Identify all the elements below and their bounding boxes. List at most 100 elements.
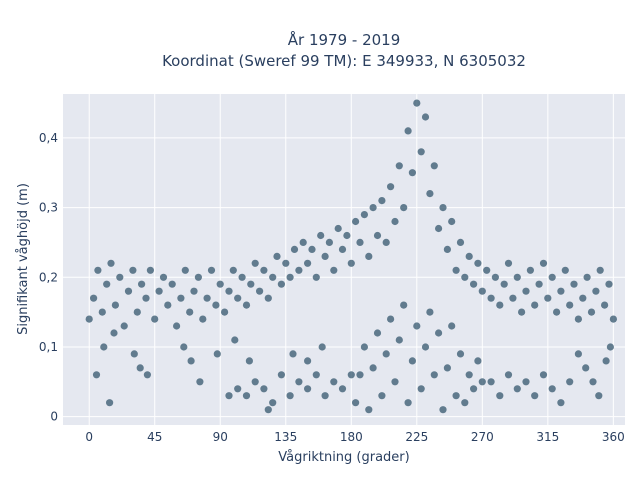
data-point: [522, 378, 530, 386]
data-point: [548, 385, 556, 393]
data-point: [544, 294, 552, 302]
y-tick-label: 0,1: [39, 340, 58, 354]
data-point: [168, 280, 176, 288]
data-point: [413, 322, 421, 330]
data-point: [356, 371, 364, 379]
data-point: [509, 294, 517, 302]
data-point: [312, 273, 320, 281]
x-tick-label: 135: [274, 430, 297, 444]
data-point: [400, 204, 408, 212]
data-point: [609, 315, 618, 323]
data-point: [212, 301, 220, 309]
y-tick-label: 0,4: [39, 131, 58, 145]
data-point: [330, 266, 338, 274]
data-point: [216, 280, 224, 288]
data-point: [247, 280, 255, 288]
x-tick-label: 225: [405, 430, 428, 444]
data-point: [496, 301, 504, 309]
data-point: [229, 266, 237, 274]
data-point: [98, 308, 106, 316]
data-point: [295, 378, 303, 386]
data-point: [587, 308, 596, 316]
data-point: [238, 273, 246, 281]
data-point: [373, 329, 382, 337]
data-point: [304, 385, 312, 393]
data-point: [504, 259, 513, 267]
data-point: [439, 406, 447, 414]
data-point: [421, 343, 430, 351]
data-point: [264, 406, 272, 414]
data-point: [574, 350, 583, 358]
data-point: [173, 322, 181, 330]
data-point: [583, 273, 591, 281]
data-point: [352, 399, 360, 407]
data-point: [330, 378, 338, 386]
data-point: [231, 336, 239, 344]
data-point: [435, 224, 443, 233]
data-point: [582, 364, 590, 372]
data-point: [181, 266, 189, 274]
data-point: [360, 343, 368, 351]
data-point: [526, 266, 535, 274]
data-point: [155, 287, 163, 295]
data-point: [470, 385, 478, 393]
data-point: [365, 252, 373, 260]
data-point: [602, 357, 610, 365]
plot-background: [63, 94, 625, 425]
chart-title-line-1: År 1979 - 2019: [288, 30, 401, 49]
data-point: [369, 364, 377, 372]
data-point: [465, 371, 473, 379]
data-point: [260, 266, 268, 274]
data-point: [592, 287, 600, 295]
data-point: [589, 378, 597, 386]
x-tick-label: 270: [471, 430, 494, 444]
data-point: [146, 266, 154, 274]
data-point: [470, 280, 478, 288]
data-point: [566, 301, 574, 309]
data-point: [421, 113, 430, 121]
data-point: [338, 385, 347, 393]
data-point: [553, 308, 561, 316]
data-point: [448, 217, 456, 226]
data-point: [601, 301, 609, 309]
data-point: [143, 371, 151, 379]
data-point: [504, 371, 513, 379]
data-point: [304, 259, 312, 267]
data-point: [106, 399, 114, 407]
data-point: [256, 287, 264, 295]
data-point: [478, 378, 486, 386]
data-point: [186, 308, 194, 316]
data-point: [391, 217, 399, 226]
x-tick-label: 90: [213, 430, 228, 444]
data-point: [557, 287, 565, 295]
data-point: [321, 252, 329, 260]
data-point: [487, 294, 495, 302]
data-point: [491, 273, 499, 281]
data-point: [343, 231, 351, 240]
data-point: [369, 204, 377, 212]
data-point: [347, 259, 355, 267]
data-point: [596, 266, 604, 274]
x-axis-title: Vågriktning (grader): [278, 450, 409, 465]
data-point: [199, 315, 207, 323]
data-point: [177, 294, 185, 302]
y-tick-label: 0: [50, 410, 58, 424]
data-point: [430, 371, 438, 379]
data-point: [100, 343, 108, 351]
data-point: [461, 273, 469, 281]
data-point: [159, 273, 168, 281]
data-point: [356, 238, 364, 246]
y-tick-label: 0,3: [39, 201, 58, 215]
data-point: [426, 190, 434, 198]
data-point: [164, 301, 172, 309]
data-point: [400, 301, 408, 309]
data-point: [251, 378, 259, 386]
data-point: [391, 378, 399, 386]
data-point: [408, 169, 416, 177]
data-point: [474, 259, 482, 267]
data-point: [606, 343, 615, 351]
data-point: [531, 392, 539, 400]
data-point: [245, 357, 253, 365]
data-point: [289, 350, 297, 358]
data-point: [90, 294, 98, 302]
